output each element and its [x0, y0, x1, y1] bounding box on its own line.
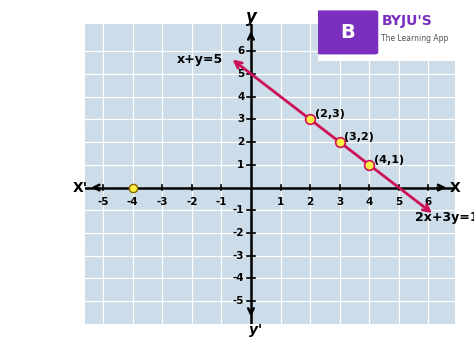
Text: y: y [246, 8, 256, 26]
Text: BYJU'S: BYJU'S [381, 14, 432, 28]
Text: 3: 3 [237, 114, 245, 124]
Text: 4: 4 [365, 197, 373, 207]
Text: y': y' [249, 323, 262, 337]
Text: X': X' [73, 180, 88, 195]
Text: 2: 2 [307, 197, 314, 207]
Text: x+y=5: x+y=5 [177, 53, 223, 65]
Text: 2x+3y=10: 2x+3y=10 [415, 210, 474, 223]
Text: (2,3): (2,3) [315, 109, 345, 119]
Text: 4: 4 [237, 92, 245, 102]
Text: 5: 5 [237, 69, 245, 79]
Text: (3,2): (3,2) [344, 132, 374, 142]
Text: 6: 6 [425, 197, 432, 207]
Text: -2: -2 [186, 197, 198, 207]
Text: -5: -5 [97, 197, 109, 207]
Text: 1: 1 [237, 160, 245, 170]
Text: 3: 3 [336, 197, 343, 207]
Text: -5: -5 [233, 296, 245, 306]
Text: -3: -3 [233, 251, 245, 261]
Text: X: X [450, 180, 460, 195]
Text: 1: 1 [277, 197, 284, 207]
Text: The Learning App: The Learning App [381, 34, 449, 43]
FancyBboxPatch shape [316, 10, 378, 55]
Text: 5: 5 [395, 197, 402, 207]
Text: -1: -1 [233, 205, 245, 215]
Text: -2: -2 [233, 228, 245, 238]
Text: -1: -1 [216, 197, 227, 207]
Text: -4: -4 [233, 273, 245, 283]
Text: (4,1): (4,1) [374, 154, 404, 165]
Text: 6: 6 [237, 46, 245, 56]
Text: -4: -4 [127, 197, 138, 207]
Text: -3: -3 [156, 197, 168, 207]
Text: 2: 2 [237, 137, 245, 147]
Text: B: B [340, 23, 355, 42]
